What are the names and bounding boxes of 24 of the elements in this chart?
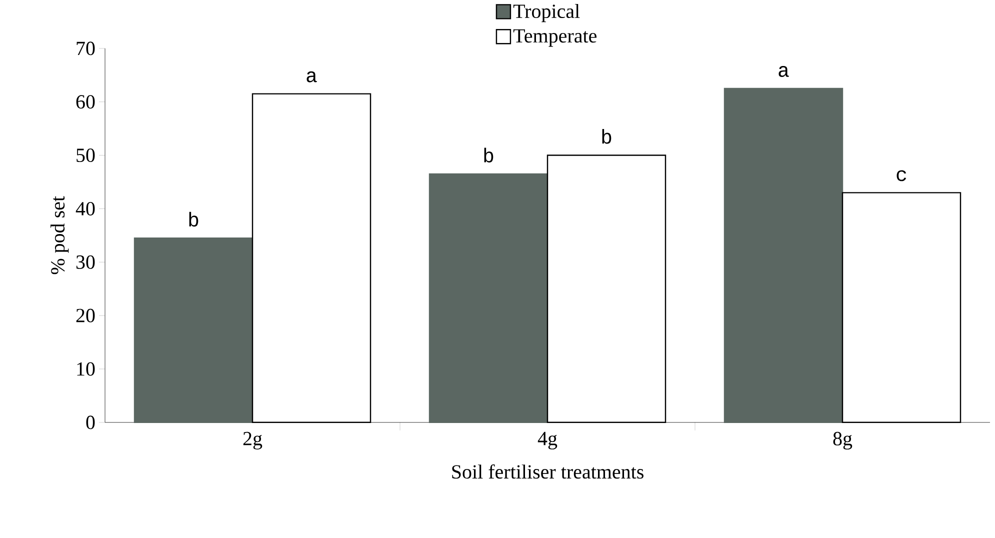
legend-label: Temperate — [513, 29, 596, 46]
data-label: b — [189, 212, 198, 226]
x-tick-label: 2g — [243, 432, 262, 450]
y-tick-label: 40 — [76, 202, 95, 216]
data-label: b — [484, 148, 494, 162]
data-label: a — [778, 66, 789, 77]
y-tick-label: 20 — [76, 308, 95, 322]
x-tick-label: 8g — [833, 432, 852, 450]
y-tick-label: 70 — [76, 41, 95, 55]
y-tick-label: 30 — [76, 255, 95, 269]
data-label: c — [896, 170, 906, 181]
y-tick-label: 10 — [77, 362, 95, 376]
legend-label: Tropical — [513, 4, 580, 22]
y-tick-label: 0 — [86, 415, 95, 429]
y-axis-title: % pod set — [50, 196, 69, 274]
bar — [134, 237, 254, 423]
x-tick-label: 4g — [538, 432, 558, 450]
x-axis-title: Soil fertiliser treatments — [452, 464, 644, 478]
y-tick-label: 60 — [76, 94, 95, 108]
data-label: a — [306, 71, 317, 82]
data-label: b — [602, 128, 612, 144]
bar — [428, 173, 548, 423]
y-tick-label: 50 — [76, 148, 95, 162]
bar — [724, 88, 844, 423]
